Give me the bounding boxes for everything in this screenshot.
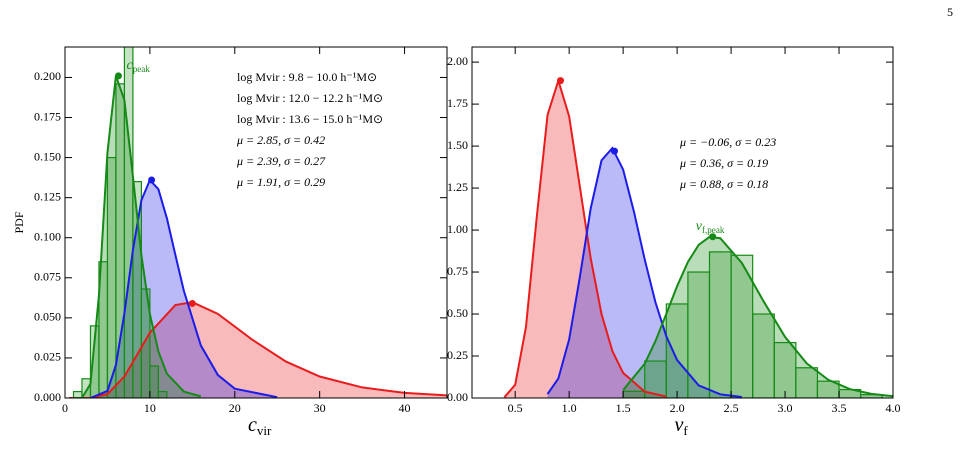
y-tick-label: 0.050 [34,310,61,324]
math-label: νf,peak [696,219,725,235]
fit-line [546,146,742,398]
label-sub: f,peak [702,225,725,235]
axes-frame [471,46,894,399]
y-tick-label: 1.75 [447,96,468,110]
math-label: cpeak [126,58,150,74]
legend-entry: log Mvir : 9.8 − 10.0 h⁻¹M⊙ [237,70,377,84]
x-tick-label: 4.0 [886,401,901,415]
peak-marker [148,176,156,184]
x-tick-label: 1.5 [616,401,631,415]
y-tick-label: 0.075 [34,270,61,284]
x-tick-label: 0.5 [508,401,523,415]
y-tick-label: 0.125 [34,189,61,203]
histogram-bar [622,390,646,398]
y-tick-label: 0.25 [447,348,468,362]
histogram-bar [115,83,126,398]
y-tick-label: 0.50 [447,306,468,320]
label-main: ν [675,414,684,436]
histogram-bar [708,251,732,398]
x-tick-label: 20 [229,401,241,415]
histogram-bar [795,367,819,398]
histogram-bar [773,341,797,398]
y-tick-label: 0.025 [34,350,61,364]
x-tick-label: 0 [62,401,68,415]
peak-marker [610,147,618,155]
label-main: ν [696,219,703,234]
label-sub: peak [133,64,151,74]
y-tick-label: 0.100 [34,229,61,243]
area-fill [623,236,893,398]
x-tick-label: 2.5 [724,401,739,415]
x-tick-label: 2.0 [670,401,685,415]
label-main: c [126,58,133,73]
x-tick-label: 10 [144,401,156,415]
peak-marker [557,77,565,85]
fit-line [622,235,893,398]
peak-marker [188,299,196,307]
fit-line [73,75,202,398]
page-number: 5 [947,5,953,19]
annotation: μ = 0.36, σ = 0.19 [679,156,768,170]
axes-frame [64,46,448,399]
y-tick-label: 1.00 [447,222,468,236]
y-tick-label: 0.00 [447,390,468,404]
y-tick-label: 0.000 [34,390,61,404]
area-fill [69,302,447,398]
x-tick-label: 1.0 [562,401,577,415]
histogram-bar [752,313,775,398]
x-tick-label: 40 [399,401,411,415]
y-tick-label: 2.00 [447,54,468,68]
annotation: μ = 1.91, σ = 0.29 [236,175,325,189]
histogram-bar [687,271,711,398]
annotation: μ = 2.39, σ = 0.27 [236,154,326,168]
y-tick-label: 0.75 [447,264,468,278]
x-tick-label: 3.0 [778,401,793,415]
fit-line [503,77,667,398]
histogram-bar [123,47,134,398]
peak-marker [114,72,122,80]
histogram-bar [665,303,689,398]
label-sub: f [683,423,688,438]
x-tick-label: 3.5 [832,401,847,415]
fit-line [90,178,278,398]
histogram-bar [106,156,117,398]
annotation: μ = 0.88, σ = 0.18 [679,177,768,191]
area-fill [547,148,742,398]
y-tick-label: 0.175 [34,109,61,123]
annotation: μ = 2.85, σ = 0.42 [236,133,325,147]
x-tick-label: 30 [314,401,326,415]
y-tick-label: 0.200 [34,69,61,83]
y-tick-label: 0.150 [34,149,61,163]
plot-area [69,47,447,398]
area-fill [90,180,278,398]
math-label: νf [675,414,689,438]
histogram-bar [157,390,168,398]
peak-marker [709,233,717,241]
fit-line [69,301,447,398]
math-label: cvir [248,414,272,438]
plot-area [503,77,893,398]
label-main: c [248,414,257,436]
y-axis-label: PDF [12,211,26,233]
y-tick-label: 1.25 [447,180,468,194]
label-sub: vir [257,423,272,438]
histogram-bar [149,365,159,398]
legend-entry: log Mvir : 13.6 − 15.0 h⁻¹M⊙ [237,112,383,126]
area-fill [73,75,201,398]
annotation: μ = −0.06, σ = 0.23 [679,135,776,149]
y-tick-label: 1.50 [447,138,468,152]
legend-entry: log Mvir : 12.0 − 12.2 h⁻¹M⊙ [237,91,383,105]
